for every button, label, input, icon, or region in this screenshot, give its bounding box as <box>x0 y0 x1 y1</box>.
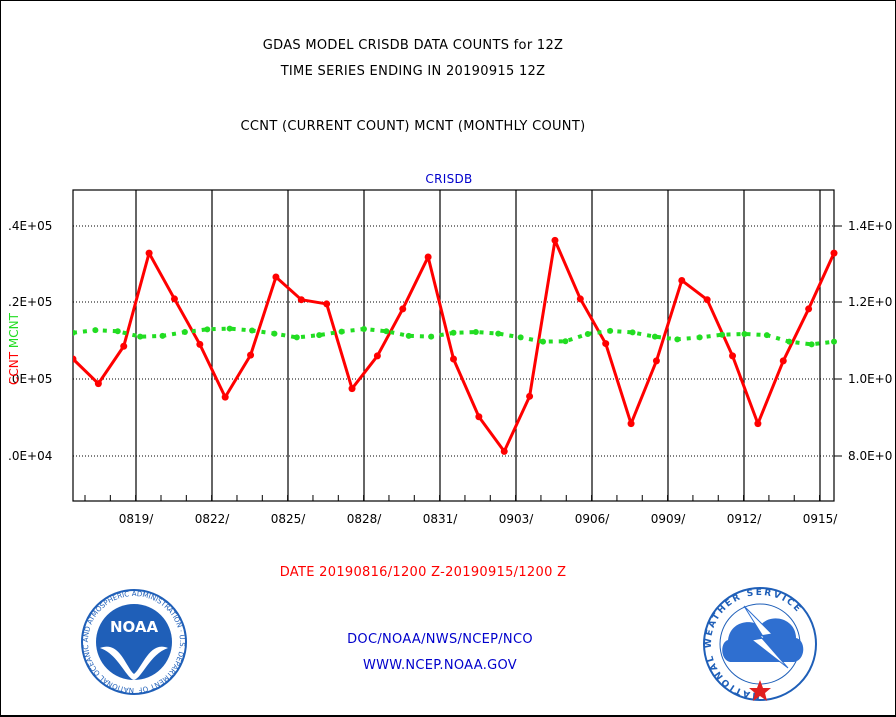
data-point-ccnt <box>120 342 128 350</box>
y-tick-label-right: 1.0E+0 <box>848 372 892 386</box>
date-range-label: DATE 20190816/1200 Z-20190915/1200 Z <box>279 565 567 580</box>
data-point-ccnt <box>247 351 255 359</box>
data-point-mcnt <box>540 338 547 345</box>
data-point-mcnt <box>763 332 770 339</box>
data-point-mcnt <box>472 329 479 336</box>
data-point-mcnt <box>338 328 345 335</box>
data-point-mcnt <box>159 332 166 339</box>
series-description: CCNT (CURRENT COUNT) MCNT (MONTHLY COUNT… <box>240 119 586 134</box>
data-point-ccnt <box>754 420 762 428</box>
data-point-ccnt <box>475 413 483 421</box>
data-point-mcnt <box>629 329 636 336</box>
data-point-mcnt <box>360 325 367 332</box>
data-point-mcnt <box>741 330 748 337</box>
y-tick-label-right: 8.0E+0 <box>848 449 892 463</box>
data-point-mcnt <box>181 329 188 336</box>
agency-label: DOC/NOAA/NWS/NCEP/NCO <box>347 632 533 647</box>
data-point-mcnt <box>674 336 681 343</box>
y-tick-label-left: .2E+05 <box>8 295 52 309</box>
data-point-ccnt <box>424 253 432 261</box>
data-point-ccnt <box>73 355 77 363</box>
data-point-mcnt <box>428 333 435 340</box>
data-point-ccnt <box>297 296 305 304</box>
data-point-mcnt <box>316 332 323 339</box>
data-point-mcnt <box>73 329 76 336</box>
data-point-ccnt <box>779 357 787 365</box>
data-point-mcnt <box>226 325 233 332</box>
data-point-mcnt <box>495 330 502 337</box>
x-tick-label: 0915/ <box>803 512 839 526</box>
data-point-ccnt <box>703 296 711 304</box>
data-point-ccnt <box>627 420 635 428</box>
data-point-ccnt <box>551 236 559 244</box>
x-tick-label: 0825/ <box>271 512 307 526</box>
series-line-ccnt <box>73 238 836 453</box>
data-point-mcnt <box>137 333 144 340</box>
data-point-mcnt <box>719 331 726 338</box>
y-axis-label-left: CCNT MCNT <box>7 312 21 385</box>
chart-subtitle: TIME SERIES ENDING IN 20190915 12Z <box>280 64 546 79</box>
plot-border <box>72 189 835 502</box>
data-point-mcnt <box>293 334 300 341</box>
data-point-mcnt <box>249 327 256 334</box>
data-point-ccnt <box>196 340 204 348</box>
data-point-ccnt <box>678 276 686 284</box>
x-tick-label: 0906/ <box>575 512 611 526</box>
data-point-mcnt <box>271 330 278 337</box>
x-tick-label: 0828/ <box>347 512 383 526</box>
data-point-mcnt <box>450 329 457 336</box>
x-tick-label: 0903/ <box>499 512 535 526</box>
data-point-mcnt <box>651 333 658 340</box>
x-tick-label: 0822/ <box>195 512 231 526</box>
data-point-mcnt <box>204 326 211 333</box>
y-tick-label-right: 1.4E+0 <box>848 219 892 233</box>
data-point-ccnt <box>94 380 102 388</box>
data-point-ccnt <box>729 352 737 360</box>
data-point-ccnt <box>830 249 838 257</box>
chart-title: GDAS MODEL CRISDB DATA COUNTS for 12Z <box>262 38 564 53</box>
y-tick-label-left: .4E+05 <box>8 219 52 233</box>
data-point-mcnt <box>808 341 815 348</box>
data-point-ccnt <box>373 352 381 360</box>
x-tick-label: 0909/ <box>651 512 687 526</box>
data-point-mcnt <box>405 332 412 339</box>
data-point-mcnt <box>607 327 614 334</box>
x-tick-label: 0819/ <box>119 512 155 526</box>
data-point-mcnt <box>786 338 793 345</box>
data-point-mcnt <box>562 338 569 345</box>
url-label: WWW.NCEP.NOAA.GOV <box>362 658 518 673</box>
data-point-mcnt <box>383 328 390 335</box>
data-point-mcnt <box>114 328 121 335</box>
data-point-ccnt <box>323 300 331 308</box>
data-point-ccnt <box>805 305 813 313</box>
data-point-ccnt <box>145 249 153 257</box>
y-tick-label-left: .0E+04 <box>8 449 52 463</box>
data-point-ccnt <box>450 355 457 363</box>
y-tick-label-left: .0E+05 <box>8 372 52 386</box>
data-point-ccnt <box>500 447 508 455</box>
data-point-ccnt <box>221 393 229 401</box>
data-point-mcnt <box>831 338 837 345</box>
data-point-ccnt <box>526 392 534 400</box>
data-point-ccnt <box>576 295 584 303</box>
y-tick-label-right: 1.2E+0 <box>848 295 892 309</box>
data-point-ccnt <box>399 305 407 313</box>
data-point-ccnt <box>272 273 280 281</box>
x-tick-label: 0831/ <box>423 512 459 526</box>
data-point-mcnt <box>517 334 524 341</box>
panel-label: CRISDB <box>425 172 473 186</box>
data-point-mcnt <box>696 334 703 341</box>
data-point-ccnt <box>170 295 178 303</box>
data-point-ccnt <box>602 340 610 348</box>
data-point-ccnt <box>348 385 356 393</box>
data-point-ccnt <box>652 357 660 365</box>
x-tick-label: 0912/ <box>727 512 763 526</box>
data-point-mcnt <box>92 327 99 334</box>
data-point-mcnt <box>584 330 591 337</box>
